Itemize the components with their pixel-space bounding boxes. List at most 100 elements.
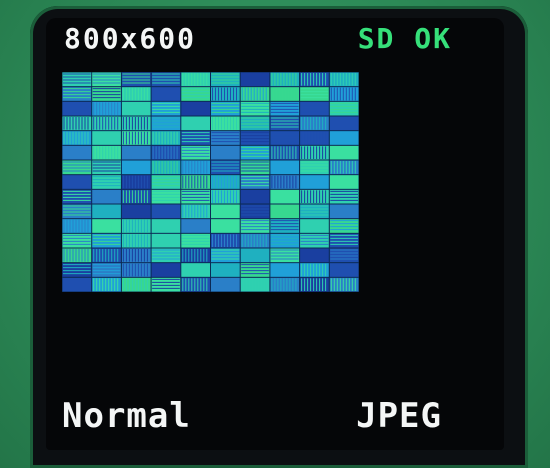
preview-tile <box>270 131 300 145</box>
preview-tile <box>300 175 329 189</box>
preview-tile <box>62 160 92 175</box>
preview-tile <box>62 116 92 131</box>
preview-tile <box>92 263 121 277</box>
preview-tile <box>62 131 92 145</box>
preview-tile <box>329 131 359 145</box>
preview-tile <box>121 131 151 145</box>
preview-tile <box>181 72 210 87</box>
preview-tile <box>181 101 210 116</box>
preview-tile <box>329 248 359 263</box>
preview-tile <box>151 101 181 116</box>
resolution-label: 800x600 <box>64 22 197 55</box>
preview-tile <box>62 101 92 116</box>
preview-tile <box>62 248 92 263</box>
preview-tile <box>121 145 151 160</box>
preview-tile <box>151 233 181 248</box>
preview-tile <box>181 233 210 248</box>
preview-tile <box>181 189 210 204</box>
preview-tile <box>240 131 270 145</box>
preview-tile <box>240 219 270 233</box>
preview-tile <box>270 87 300 101</box>
preview-tile <box>240 233 270 248</box>
preview-tile <box>181 219 210 233</box>
preview-tile <box>270 72 300 87</box>
preview-tile <box>270 175 300 189</box>
preview-tile <box>151 263 181 277</box>
preview-tile <box>62 87 92 101</box>
preview-tile <box>151 87 181 101</box>
preview-tile <box>329 219 359 233</box>
preview-tile <box>300 72 329 87</box>
preview-tile <box>92 233 121 248</box>
preview-tile <box>151 189 181 204</box>
preview-tile <box>92 277 121 292</box>
preview-tile <box>211 72 240 87</box>
preview-tile <box>211 219 240 233</box>
preview-tile <box>121 101 151 116</box>
preview-tile <box>240 160 270 175</box>
preview-tile <box>211 131 240 145</box>
preview-tile <box>211 263 240 277</box>
preview-tile <box>211 160 240 175</box>
preview-tile <box>62 204 92 219</box>
preview-tile <box>240 248 270 263</box>
preview-tile <box>270 233 300 248</box>
preview-tile <box>300 145 329 160</box>
preview-tile <box>181 248 210 263</box>
preview-tile <box>270 145 300 160</box>
preview-tile <box>121 189 151 204</box>
preview-tile <box>92 72 121 87</box>
preview-tile <box>300 219 329 233</box>
camera-preview <box>62 72 359 292</box>
preview-tile <box>121 116 151 131</box>
preview-tile <box>329 72 359 87</box>
preview-tile <box>121 248 151 263</box>
preview-tile <box>211 189 240 204</box>
lcd-screen: 800x600 SD OK Normal JPEG <box>46 18 504 450</box>
preview-tile <box>211 116 240 131</box>
preview-tile <box>211 175 240 189</box>
preview-tile <box>300 204 329 219</box>
preview-tile <box>151 277 181 292</box>
preview-tile <box>211 248 240 263</box>
preview-tile <box>121 87 151 101</box>
preview-tile <box>211 145 240 160</box>
preview-tile <box>121 219 151 233</box>
preview-tile <box>121 204 151 219</box>
preview-tile <box>270 248 300 263</box>
preview-tile <box>151 145 181 160</box>
preview-tile <box>329 175 359 189</box>
preview-tile <box>270 204 300 219</box>
preview-tile <box>151 175 181 189</box>
preview-tile <box>270 101 300 116</box>
preview-tile <box>300 189 329 204</box>
preview-tile <box>181 277 210 292</box>
preview-tile <box>92 145 121 160</box>
preview-tile <box>62 277 92 292</box>
preview-tile <box>211 87 240 101</box>
preview-tile <box>151 72 181 87</box>
preview-tile <box>240 145 270 160</box>
preview-pattern <box>62 72 359 292</box>
preview-tile <box>329 87 359 101</box>
preview-tile <box>181 175 210 189</box>
preview-tile <box>62 233 92 248</box>
preview-tile <box>181 263 210 277</box>
preview-tile <box>121 277 151 292</box>
preview-tile <box>329 263 359 277</box>
preview-tile <box>329 160 359 175</box>
preview-tile <box>211 101 240 116</box>
preview-tile <box>240 263 270 277</box>
preview-tile <box>92 87 121 101</box>
preview-tile <box>121 160 151 175</box>
preview-tile <box>181 160 210 175</box>
preview-tile <box>62 189 92 204</box>
preview-tile <box>211 204 240 219</box>
preview-tile <box>240 87 270 101</box>
preview-tile <box>92 219 121 233</box>
preview-tile <box>92 189 121 204</box>
preview-tile <box>211 233 240 248</box>
preview-tile <box>151 116 181 131</box>
preview-tile <box>151 219 181 233</box>
preview-tile <box>329 204 359 219</box>
